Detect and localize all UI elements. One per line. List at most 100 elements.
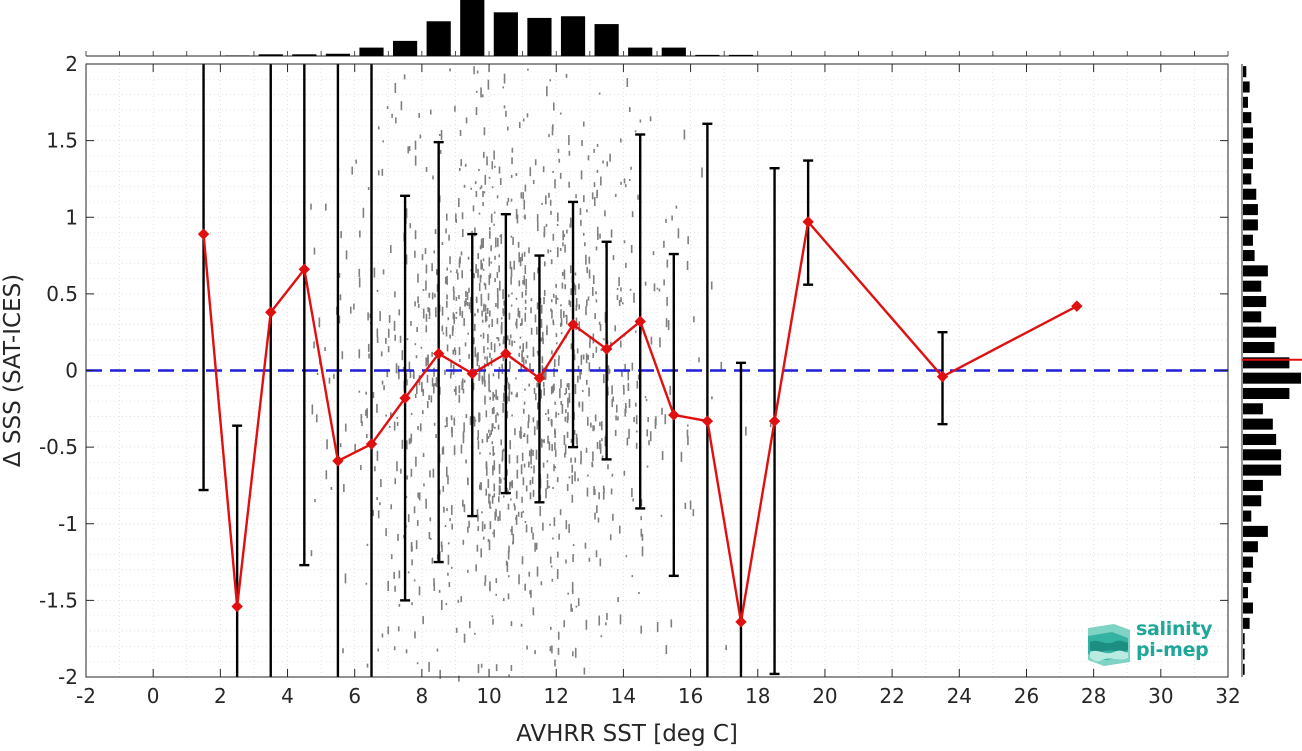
scatter-point	[450, 368, 453, 375]
scatter-point	[565, 520, 568, 530]
scatter-point	[575, 298, 578, 308]
scatter-point	[624, 408, 626, 417]
top-hist-bar	[292, 54, 317, 56]
scatter-point	[548, 134, 550, 138]
scatter-point	[598, 366, 601, 371]
scatter-point	[519, 257, 522, 267]
scatter-point	[524, 265, 527, 275]
scatter-point	[602, 491, 605, 500]
scatter-point	[433, 367, 435, 377]
scatter-point	[424, 248, 427, 255]
scatter-point	[507, 382, 510, 390]
scatter-point	[416, 519, 419, 526]
scatter-point	[522, 477, 525, 486]
scatter-point	[543, 387, 546, 396]
scatter-point	[446, 300, 448, 308]
scatter-point	[549, 556, 552, 564]
scatter-point	[588, 387, 590, 397]
scatter-point	[498, 265, 500, 273]
scatter-point	[460, 159, 463, 167]
scatter-point	[543, 372, 545, 378]
scatter-point	[506, 411, 509, 419]
scatter-point	[484, 312, 487, 323]
scatter-point	[554, 466, 557, 469]
scatter-point	[516, 392, 518, 398]
scatter-point	[522, 118, 525, 122]
scatter-point	[560, 309, 562, 319]
scatter-point	[551, 444, 553, 452]
right-hist-bar	[1243, 158, 1253, 170]
scatter-point	[513, 503, 516, 507]
scatter-point	[476, 358, 479, 367]
scatter-point	[540, 318, 543, 328]
scatter-point	[339, 443, 342, 448]
scatter-point	[587, 474, 589, 477]
scatter-point	[506, 377, 508, 383]
scatter-point	[503, 73, 506, 84]
scatter-point	[493, 493, 496, 498]
scatter-point	[490, 245, 492, 252]
scatter-point	[536, 302, 539, 310]
scatter-point	[521, 318, 523, 326]
scatter-point	[478, 371, 481, 380]
scatter-point	[476, 90, 478, 93]
scatter-point	[493, 483, 496, 492]
scatter-point	[619, 525, 621, 534]
scatter-point	[452, 349, 455, 355]
scatter-point	[451, 504, 453, 515]
scatter-point	[385, 528, 387, 537]
scatter-point	[365, 391, 367, 395]
scatter-point	[345, 250, 348, 260]
scatter-point	[558, 533, 560, 540]
scatter-point	[488, 176, 491, 179]
scatter-point	[563, 310, 565, 318]
scatter-point	[507, 126, 509, 131]
scatter-point	[614, 325, 617, 332]
scatter-point	[489, 352, 491, 358]
x-tick-label: 20	[812, 684, 837, 708]
scatter-point	[523, 251, 526, 257]
scatter-point	[500, 439, 503, 446]
logo-text-salinity: salinity	[1136, 618, 1213, 640]
scatter-point	[523, 215, 526, 219]
right-hist-bar	[1243, 510, 1252, 522]
scatter-point	[475, 264, 477, 274]
scatter-point	[557, 148, 560, 153]
scatter-point	[313, 247, 316, 255]
scatter-point	[551, 310, 553, 319]
scatter-point	[486, 356, 488, 364]
scatter-point	[359, 230, 361, 238]
scatter-point	[550, 299, 553, 303]
scatter-point	[499, 486, 501, 494]
scatter-point	[473, 66, 475, 75]
scatter-point	[523, 401, 526, 405]
scatter-point	[488, 373, 490, 383]
scatter-point	[551, 350, 553, 355]
scatter-point	[524, 388, 526, 391]
scatter-point	[515, 514, 518, 525]
scatter-point	[482, 536, 485, 540]
scatter-point	[465, 117, 468, 124]
scatter-point	[459, 256, 461, 264]
scatter-point	[476, 509, 479, 518]
scatter-point	[481, 439, 484, 444]
scatter-point	[480, 482, 482, 491]
scatter-point	[543, 261, 546, 267]
scatter-point	[549, 250, 552, 253]
scatter-point	[385, 337, 387, 344]
scatter-point	[493, 223, 495, 226]
scatter-point	[565, 559, 567, 564]
scatter-point	[516, 469, 519, 479]
scatter-point	[612, 255, 615, 261]
scatter-point	[634, 130, 637, 133]
scatter-point	[603, 374, 605, 384]
scatter-point	[452, 312, 455, 320]
scatter-point	[562, 230, 564, 241]
right-hist-bar	[1243, 234, 1253, 246]
scatter-point	[484, 356, 486, 360]
scatter-point	[419, 134, 422, 139]
mean-marker	[399, 392, 411, 404]
right-histogram	[1241, 64, 1302, 677]
scatter-point	[487, 364, 490, 367]
scatter-point	[508, 312, 511, 320]
